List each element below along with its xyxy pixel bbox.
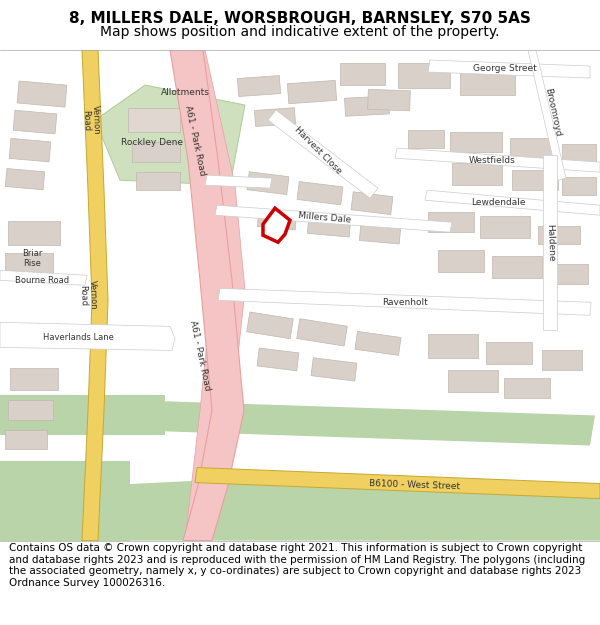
- Polygon shape: [8, 401, 53, 421]
- Text: 8, MILLERS DALE, WORSBROUGH, BARNSLEY, S70 5AS: 8, MILLERS DALE, WORSBROUGH, BARNSLEY, S…: [69, 11, 531, 26]
- Text: Haldene: Haldene: [545, 223, 555, 261]
- Polygon shape: [448, 371, 498, 392]
- Polygon shape: [543, 155, 557, 331]
- Polygon shape: [140, 401, 595, 446]
- Text: Vernon
Road: Vernon Road: [78, 280, 98, 311]
- Polygon shape: [0, 461, 130, 541]
- Text: A61 - Park Road: A61 - Park Road: [183, 104, 207, 176]
- Text: Vernon
Road: Vernon Road: [81, 105, 101, 135]
- Polygon shape: [311, 357, 357, 381]
- Polygon shape: [287, 81, 337, 104]
- Text: Harvest Close: Harvest Close: [293, 125, 343, 176]
- Polygon shape: [170, 50, 245, 541]
- Polygon shape: [17, 81, 67, 107]
- Polygon shape: [8, 221, 60, 245]
- Polygon shape: [10, 368, 58, 391]
- Polygon shape: [428, 334, 478, 358]
- Polygon shape: [480, 216, 530, 238]
- Polygon shape: [82, 50, 108, 541]
- Polygon shape: [0, 396, 165, 436]
- Polygon shape: [542, 351, 582, 371]
- Polygon shape: [5, 169, 45, 190]
- Polygon shape: [95, 85, 245, 185]
- Polygon shape: [351, 192, 393, 214]
- Polygon shape: [562, 144, 596, 162]
- Polygon shape: [215, 205, 452, 232]
- Text: Allotments: Allotments: [161, 88, 209, 96]
- Text: Contains OS data © Crown copyright and database right 2021. This information is : Contains OS data © Crown copyright and d…: [9, 543, 585, 588]
- Polygon shape: [132, 142, 180, 162]
- Text: Millers Dale: Millers Dale: [298, 211, 352, 225]
- Polygon shape: [528, 50, 566, 180]
- Text: Haverlands Lane: Haverlands Lane: [43, 333, 113, 342]
- Text: A61 - Park Road: A61 - Park Road: [188, 319, 212, 391]
- Polygon shape: [510, 138, 556, 158]
- Polygon shape: [247, 312, 293, 339]
- Polygon shape: [9, 138, 51, 162]
- Polygon shape: [344, 96, 389, 116]
- Polygon shape: [359, 224, 401, 244]
- Polygon shape: [425, 190, 600, 215]
- Polygon shape: [460, 67, 515, 95]
- Polygon shape: [368, 89, 410, 111]
- Polygon shape: [13, 110, 57, 134]
- Polygon shape: [438, 250, 484, 272]
- Polygon shape: [0, 476, 600, 541]
- Text: Briar
Rise: Briar Rise: [22, 249, 42, 268]
- Polygon shape: [263, 208, 290, 242]
- Polygon shape: [538, 226, 580, 244]
- Text: George Street: George Street: [473, 64, 537, 72]
- Polygon shape: [238, 76, 281, 96]
- Text: Westfields: Westfields: [469, 156, 515, 164]
- Polygon shape: [5, 253, 53, 275]
- Polygon shape: [5, 431, 47, 449]
- Polygon shape: [450, 132, 502, 152]
- Polygon shape: [428, 213, 474, 232]
- Text: B6100 - West Street: B6100 - West Street: [370, 479, 461, 492]
- Polygon shape: [395, 148, 600, 172]
- Polygon shape: [548, 264, 588, 284]
- Polygon shape: [268, 110, 378, 198]
- Polygon shape: [492, 256, 542, 278]
- Polygon shape: [0, 322, 175, 351]
- Text: Ravenholt: Ravenholt: [382, 298, 428, 307]
- Polygon shape: [195, 468, 600, 499]
- Polygon shape: [128, 108, 180, 132]
- Polygon shape: [398, 63, 450, 88]
- Polygon shape: [218, 288, 591, 316]
- Polygon shape: [512, 170, 558, 190]
- Polygon shape: [257, 348, 299, 371]
- Polygon shape: [170, 50, 244, 541]
- Polygon shape: [408, 130, 444, 148]
- Text: Rockley Dene: Rockley Dene: [121, 138, 183, 147]
- Polygon shape: [452, 163, 502, 185]
- Text: Lewdendale: Lewdendale: [471, 198, 525, 207]
- Polygon shape: [504, 378, 550, 399]
- Polygon shape: [562, 177, 596, 195]
- Polygon shape: [297, 181, 343, 205]
- Text: Broomroyd: Broomroyd: [544, 87, 563, 138]
- Polygon shape: [428, 60, 590, 78]
- Polygon shape: [205, 175, 272, 188]
- Polygon shape: [257, 211, 296, 230]
- Polygon shape: [340, 63, 385, 85]
- Polygon shape: [247, 172, 289, 194]
- Polygon shape: [254, 107, 296, 126]
- Polygon shape: [136, 172, 180, 190]
- Polygon shape: [355, 331, 401, 356]
- Text: Map shows position and indicative extent of the property.: Map shows position and indicative extent…: [100, 25, 500, 39]
- Polygon shape: [297, 319, 347, 346]
- Polygon shape: [0, 270, 87, 285]
- Polygon shape: [307, 217, 350, 237]
- Polygon shape: [486, 342, 532, 364]
- Text: Bourne Road: Bourne Road: [15, 276, 69, 285]
